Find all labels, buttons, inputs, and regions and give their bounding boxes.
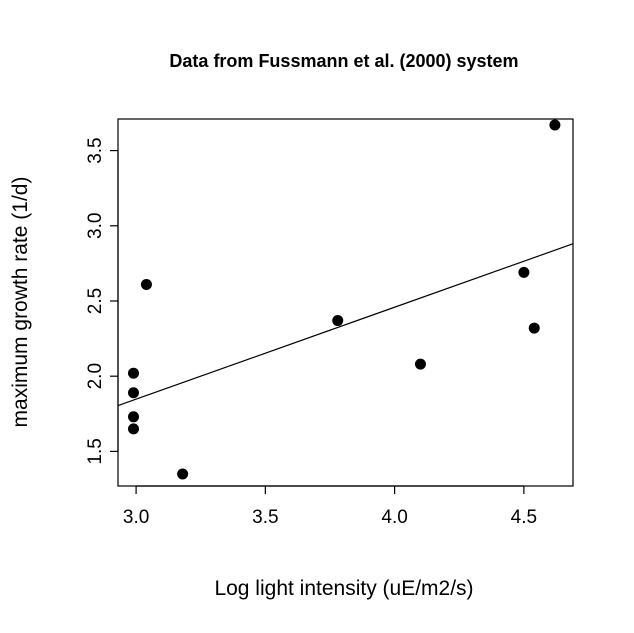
y-tick-label: 1.5 — [85, 438, 106, 464]
x-tick-label: 3.5 — [252, 507, 278, 528]
x-axis: 3.0 3.5 4.0 4.5 — [123, 485, 537, 528]
data-point — [128, 423, 140, 435]
x-tick-label: 4.5 — [511, 507, 537, 528]
data-point — [128, 387, 140, 399]
regression-line — [118, 243, 573, 407]
y-tick-label: 2.0 — [85, 363, 106, 389]
data-point — [140, 278, 152, 290]
data-point — [518, 266, 530, 278]
data-point — [128, 411, 140, 423]
y-tick-label: 3.5 — [85, 137, 106, 163]
y-axis-label: maximum growth rate (1/d) — [9, 177, 32, 428]
x-tick-label: 3.0 — [123, 507, 149, 528]
data-point — [332, 315, 344, 327]
data-points — [128, 119, 561, 480]
data-point — [528, 322, 540, 334]
chart-title: Data from Fussmann et al. (2000) system — [169, 51, 518, 71]
y-tick-label: 3.0 — [85, 213, 106, 239]
x-tick-label: 4.0 — [381, 507, 407, 528]
data-point — [414, 358, 426, 370]
data-point — [549, 119, 561, 131]
data-point — [128, 367, 140, 379]
y-axis: 1.5 2.0 2.5 3.0 3.5 — [85, 137, 119, 465]
y-tick-label: 2.5 — [85, 288, 106, 314]
data-point — [177, 468, 189, 480]
plot-frame — [117, 118, 574, 487]
x-axis-label: Log light intensity (uE/m2/s) — [214, 577, 473, 600]
